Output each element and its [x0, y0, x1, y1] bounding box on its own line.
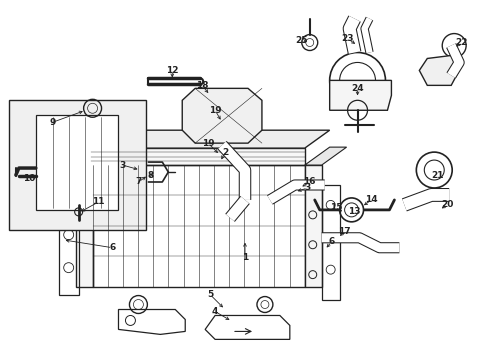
Text: 7: 7: [135, 177, 142, 186]
Text: 16: 16: [303, 177, 315, 186]
Bar: [9, 100, 146, 230]
Polygon shape: [304, 147, 346, 165]
Polygon shape: [304, 165, 321, 287]
Polygon shape: [90, 130, 329, 148]
Polygon shape: [36, 115, 118, 210]
Text: 10: 10: [22, 174, 35, 183]
Text: 24: 24: [350, 84, 363, 93]
Text: 5: 5: [206, 290, 213, 299]
Text: 4: 4: [211, 307, 218, 316]
Text: 19: 19: [208, 106, 221, 115]
Text: 23: 23: [341, 34, 353, 43]
Text: 3: 3: [304, 184, 310, 193]
Text: 25: 25: [295, 36, 307, 45]
Text: 8: 8: [147, 171, 153, 180]
Text: 6: 6: [109, 243, 115, 252]
Polygon shape: [76, 165, 92, 287]
Text: 13: 13: [347, 207, 360, 216]
Polygon shape: [90, 148, 304, 165]
Polygon shape: [329, 80, 390, 110]
Polygon shape: [182, 88, 262, 143]
Text: 1: 1: [242, 253, 247, 262]
Text: 20: 20: [440, 201, 452, 210]
Text: 22: 22: [454, 38, 467, 47]
Text: 12: 12: [166, 66, 178, 75]
Text: 2: 2: [222, 148, 228, 157]
Text: 6: 6: [328, 237, 334, 246]
Polygon shape: [419, 55, 458, 85]
Text: 18: 18: [196, 81, 208, 90]
Text: 3: 3: [119, 161, 125, 170]
Text: 15: 15: [330, 203, 342, 212]
Polygon shape: [76, 147, 117, 165]
Text: 11: 11: [92, 197, 104, 206]
Text: 19: 19: [202, 139, 214, 148]
Text: 17: 17: [338, 227, 350, 236]
Text: 9: 9: [49, 118, 56, 127]
Text: 14: 14: [365, 195, 377, 204]
Text: 21: 21: [430, 171, 443, 180]
